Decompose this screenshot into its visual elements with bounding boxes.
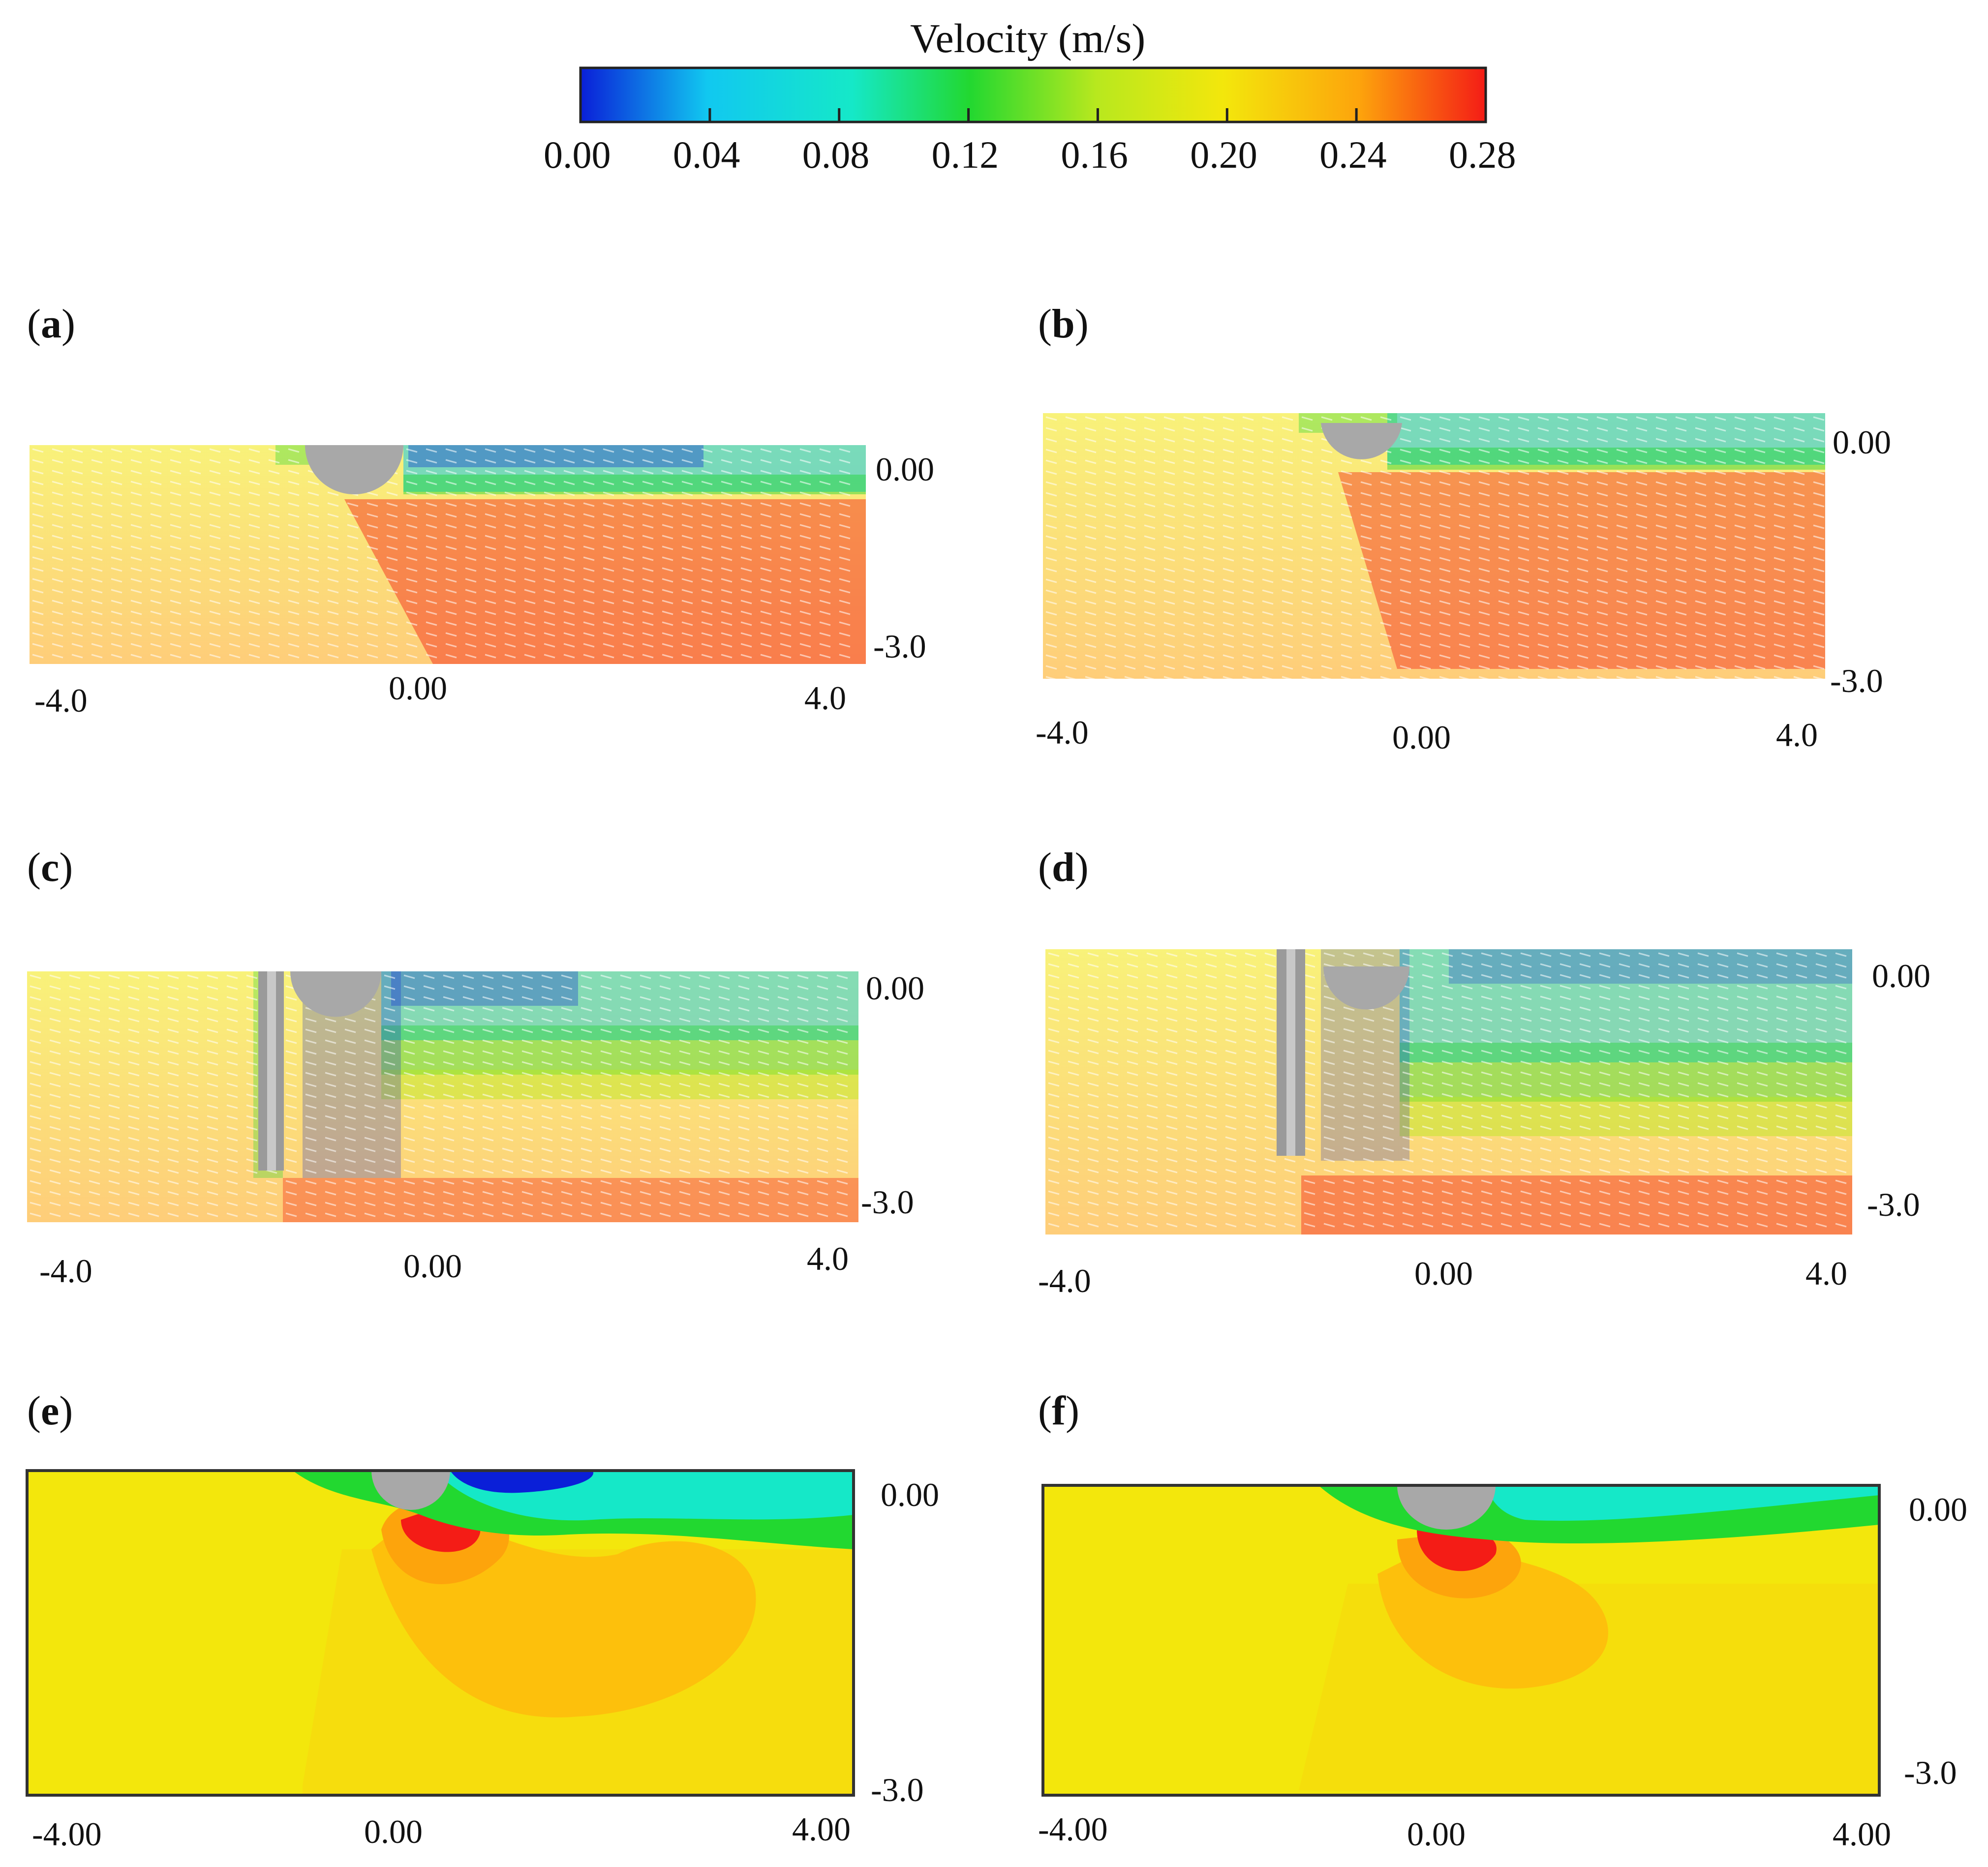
x-right-f: 4.00 (1833, 1815, 1891, 1853)
x-mid-f: 0.00 (1407, 1815, 1466, 1853)
colorbar-gradient (579, 66, 1487, 123)
cylinder-a (305, 445, 403, 494)
x-right-d: 4.0 (1805, 1255, 1847, 1292)
y-bottom-f: -3.0 (1904, 1754, 1957, 1791)
colorbar-tick-label: 0.16 (1061, 133, 1128, 176)
vector-field-a (30, 445, 866, 664)
cylinder-b (1321, 423, 1402, 459)
contour-e-wake-core (450, 1471, 594, 1493)
colorbar-tick-label: 0.24 (1319, 133, 1387, 176)
cylinder-f (1397, 1485, 1496, 1530)
contour-f-wake-core (1486, 1485, 1879, 1521)
vector-arrows-c (30, 974, 848, 1217)
x-left-f: -4.00 (1038, 1810, 1108, 1848)
contour-f (1041, 1484, 1881, 1797)
colorbar-title: Velocity (m/s) (910, 16, 1146, 61)
vector-field-d (1045, 949, 1852, 1235)
x-mid-c: 0.00 (403, 1247, 462, 1285)
colorbar (579, 66, 1487, 123)
x-mid-e: 0.00 (364, 1813, 423, 1850)
y-top-b: 0.00 (1833, 423, 1891, 461)
panel-f (1041, 1484, 1881, 1797)
panel-e (26, 1469, 855, 1797)
colorbar-ticks (579, 108, 1487, 122)
panel-a (30, 445, 866, 664)
panel-label-a: (a) (27, 301, 75, 347)
x-left-d: -4.0 (1038, 1262, 1091, 1299)
y-bottom-e: -3.0 (871, 1771, 924, 1808)
panel-d (1045, 949, 1852, 1235)
y-bottom-c: -3.0 (861, 1183, 914, 1221)
vector-field-c (27, 971, 858, 1222)
panel-label-c: (c) (27, 844, 73, 890)
y-bottom-b: -3.0 (1830, 662, 1883, 699)
contour-e (26, 1469, 855, 1797)
x-mid-a: 0.00 (389, 669, 447, 707)
y-top-a: 0.00 (876, 451, 934, 488)
cylinder-c (290, 971, 381, 1017)
colorbar-tick-label: 0.12 (931, 133, 999, 176)
x-left-b: -4.0 (1036, 714, 1089, 751)
colorbar-tick-label: 0.00 (544, 133, 611, 176)
colorbar-tick-label: 0.04 (673, 133, 740, 176)
colorbar-tick-label: 0.28 (1449, 133, 1516, 176)
panel-label-b: (b) (1038, 301, 1089, 347)
y-bottom-d: -3.0 (1867, 1186, 1920, 1223)
colorbar-tick-label: 0.08 (802, 133, 870, 176)
y-top-c: 0.00 (866, 969, 924, 1007)
x-right-c: 4.0 (807, 1240, 849, 1277)
y-top-d: 0.00 (1872, 957, 1930, 994)
panel-label-d: (d) (1038, 844, 1089, 890)
y-top-e: 0.00 (881, 1476, 939, 1513)
cylinder-d (1323, 966, 1409, 1010)
x-right-e: 4.00 (792, 1810, 851, 1848)
vector-field-b (1043, 413, 1825, 689)
colorbar-tick-label: 0.20 (1190, 133, 1257, 176)
panel-label-f: (f) (1038, 1388, 1079, 1434)
x-left-e: -4.00 (32, 1815, 102, 1853)
y-bottom-a: -3.0 (873, 628, 926, 665)
panel-c (27, 971, 858, 1222)
x-mid-b: 0.00 (1392, 719, 1451, 756)
cylinder-e (371, 1471, 450, 1510)
x-left-a: -4.0 (34, 682, 88, 719)
vector-arrows-b (1045, 416, 1825, 681)
x-mid-d: 0.00 (1414, 1255, 1473, 1292)
panel-b (1043, 413, 1825, 689)
x-right-a: 4.0 (804, 679, 846, 717)
y-top-f: 0.00 (1909, 1491, 1967, 1528)
panel-label-e: (e) (27, 1388, 73, 1434)
x-left-c: -4.0 (39, 1252, 92, 1290)
vector-arrows-d (1048, 952, 1847, 1228)
x-right-b: 4.0 (1776, 716, 1818, 753)
